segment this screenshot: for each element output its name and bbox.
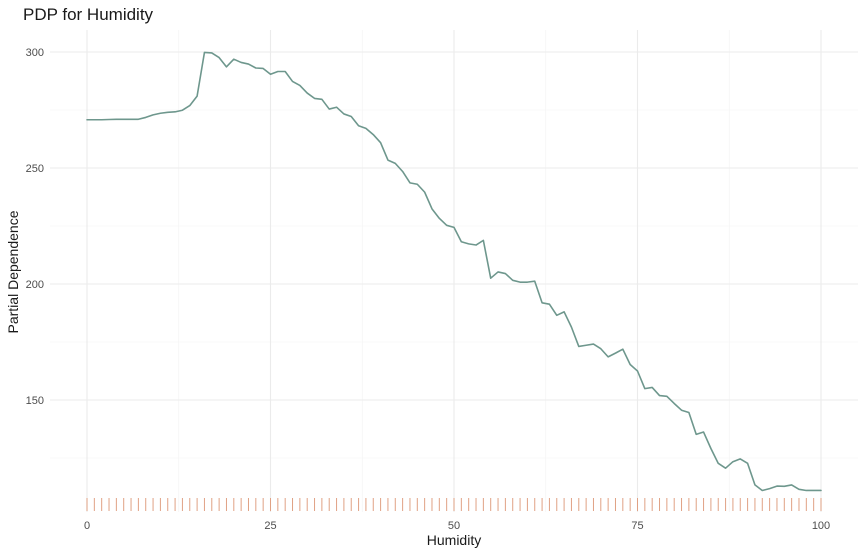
y-tick-label: 200 [26, 279, 44, 291]
x-tick-label: 75 [631, 520, 643, 532]
x-tick-label: 0 [84, 520, 90, 532]
rug [86, 498, 822, 511]
x-axis-title: Humidity [427, 532, 481, 548]
y-tick-label: 250 [26, 163, 44, 175]
x-tick-label: 50 [448, 520, 460, 532]
y-tick-label: 150 [26, 395, 44, 407]
y-tick-label: 300 [26, 47, 44, 59]
series-layer [86, 51, 822, 492]
pdp-series-line [86, 51, 822, 492]
grid [50, 30, 858, 512]
x-tick-label: 100 [812, 520, 830, 532]
tick-labels: 0 25 50 75 100 150 200 250 300 [26, 47, 831, 532]
y-axis-title: Partial Dependence [5, 210, 21, 333]
chart-title: PDP for Humidity [23, 5, 154, 24]
x-tick-label: 25 [264, 520, 276, 532]
